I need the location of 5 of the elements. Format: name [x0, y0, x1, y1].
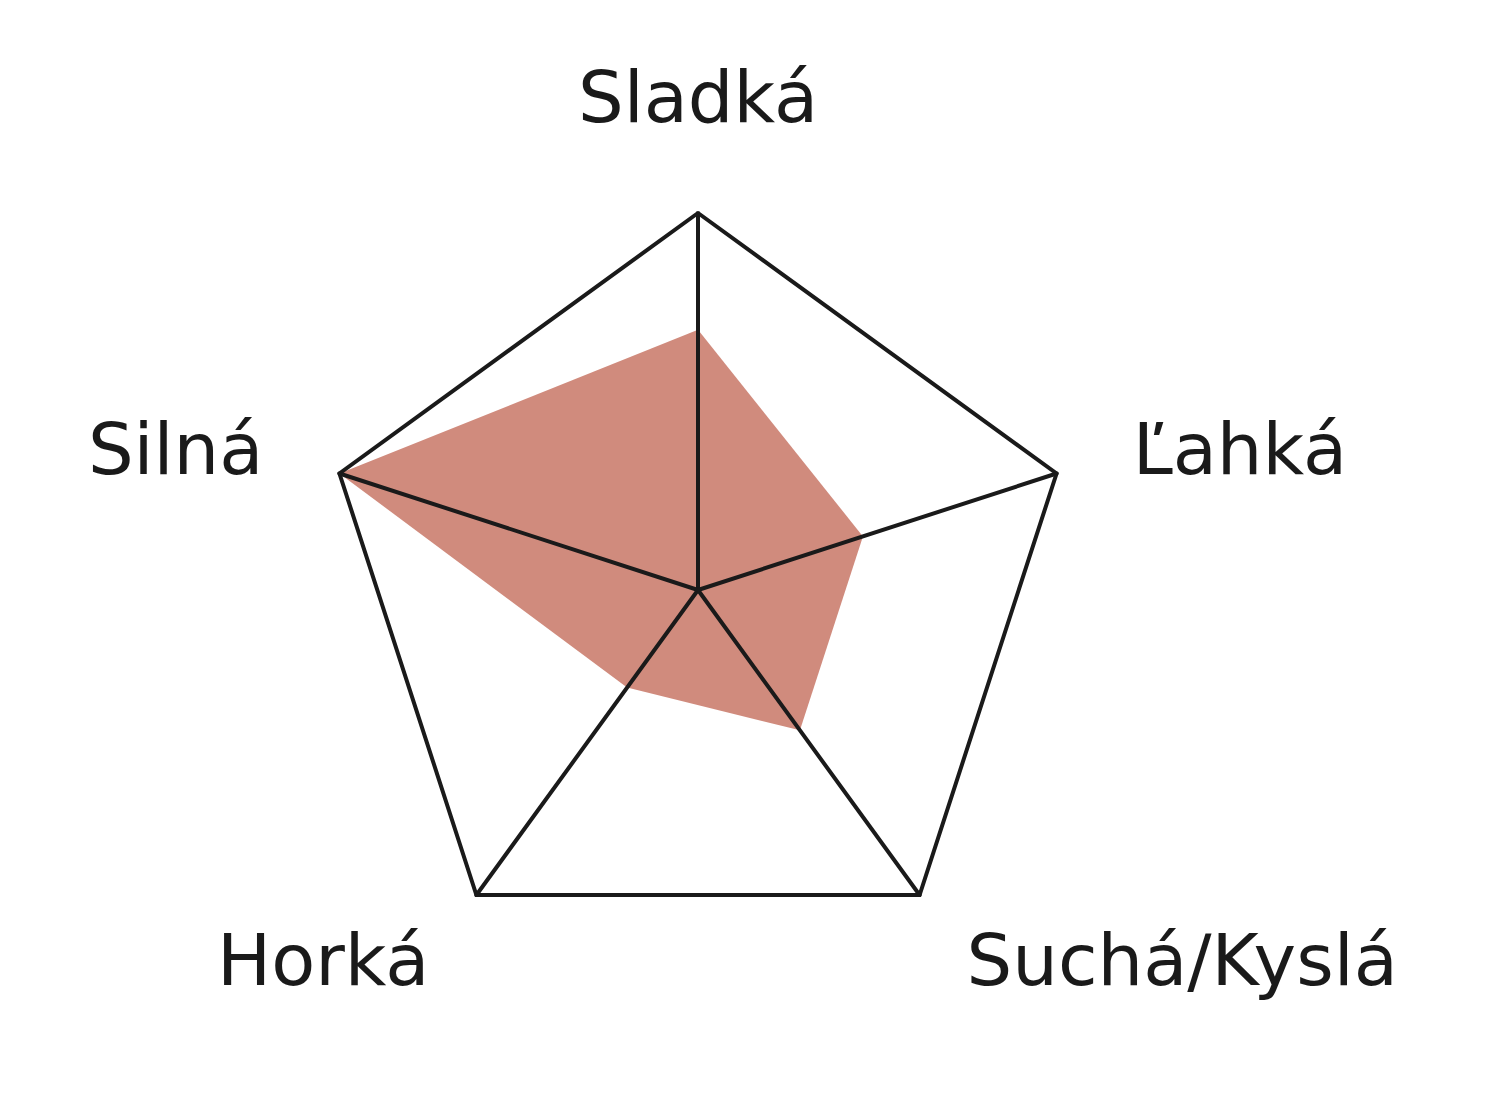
- spoke-label: Suchá/Kyslá: [966, 917, 1398, 1002]
- spoke-label: Ľahká: [1132, 406, 1348, 491]
- spoke-label: Horká: [217, 917, 430, 1002]
- spoke-label: Sladká: [577, 55, 819, 139]
- spoke-label: Silná: [87, 406, 264, 491]
